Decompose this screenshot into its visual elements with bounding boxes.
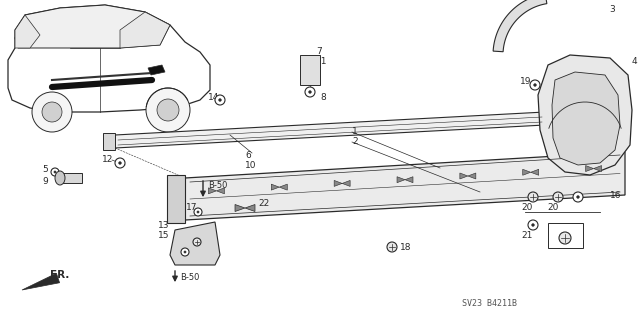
Text: 9: 9	[42, 176, 48, 186]
Text: 20: 20	[521, 203, 532, 211]
Circle shape	[532, 224, 534, 226]
Polygon shape	[235, 204, 245, 211]
Circle shape	[577, 196, 579, 198]
Polygon shape	[216, 188, 225, 194]
Polygon shape	[185, 152, 625, 220]
Polygon shape	[167, 175, 185, 223]
Circle shape	[51, 168, 59, 176]
Polygon shape	[15, 15, 40, 48]
Polygon shape	[460, 173, 468, 179]
Polygon shape	[493, 0, 547, 52]
Polygon shape	[523, 169, 531, 175]
Circle shape	[193, 238, 201, 246]
Polygon shape	[397, 177, 405, 183]
Polygon shape	[15, 5, 170, 48]
Polygon shape	[405, 177, 413, 183]
Circle shape	[215, 95, 225, 105]
Text: 12: 12	[102, 155, 113, 165]
Circle shape	[157, 99, 179, 121]
Text: 22: 22	[258, 199, 269, 209]
Circle shape	[184, 251, 186, 253]
Circle shape	[534, 84, 536, 86]
Text: 21: 21	[521, 231, 532, 240]
Text: 3: 3	[609, 5, 615, 14]
Text: SV23 B4211B: SV23 B4211B	[463, 299, 518, 308]
Text: 6: 6	[245, 151, 251, 160]
Circle shape	[387, 242, 397, 252]
Text: 8: 8	[320, 93, 326, 102]
Polygon shape	[342, 181, 350, 186]
Text: 17: 17	[186, 203, 198, 211]
Polygon shape	[103, 133, 115, 150]
Polygon shape	[593, 166, 602, 172]
Polygon shape	[120, 12, 170, 48]
FancyBboxPatch shape	[548, 223, 583, 248]
Circle shape	[528, 192, 538, 202]
Text: 18: 18	[400, 243, 412, 253]
Text: 15: 15	[158, 232, 170, 241]
Polygon shape	[468, 173, 476, 179]
Circle shape	[573, 192, 583, 202]
Text: 7: 7	[316, 48, 322, 56]
Polygon shape	[245, 204, 255, 211]
Text: 2: 2	[352, 137, 358, 146]
Polygon shape	[115, 112, 545, 148]
Text: 11: 11	[316, 57, 328, 66]
Circle shape	[181, 248, 189, 256]
Polygon shape	[531, 169, 539, 175]
Polygon shape	[279, 184, 287, 190]
Text: 4: 4	[632, 57, 637, 66]
Circle shape	[118, 162, 122, 164]
Circle shape	[197, 211, 199, 213]
Text: 1: 1	[352, 128, 358, 137]
Polygon shape	[334, 181, 342, 186]
Text: B-50: B-50	[208, 181, 227, 189]
Text: 16: 16	[610, 190, 621, 199]
Text: FR.: FR.	[50, 270, 69, 280]
Text: 21: 21	[548, 235, 559, 244]
Text: B-50: B-50	[180, 273, 200, 283]
Circle shape	[42, 102, 62, 122]
Text: 5: 5	[42, 166, 48, 174]
Polygon shape	[538, 55, 632, 175]
Polygon shape	[209, 188, 216, 194]
Polygon shape	[170, 222, 220, 265]
Circle shape	[32, 92, 72, 132]
Polygon shape	[8, 5, 210, 112]
Circle shape	[115, 158, 125, 168]
Circle shape	[194, 208, 202, 216]
Circle shape	[528, 220, 538, 230]
Text: 20: 20	[547, 203, 558, 211]
Text: 10: 10	[245, 160, 257, 169]
Ellipse shape	[55, 171, 65, 185]
Polygon shape	[271, 184, 279, 190]
Circle shape	[559, 232, 571, 244]
FancyBboxPatch shape	[300, 55, 320, 85]
Polygon shape	[22, 273, 60, 290]
Polygon shape	[552, 72, 620, 165]
Circle shape	[305, 87, 315, 97]
Text: 14: 14	[208, 93, 220, 101]
FancyBboxPatch shape	[60, 173, 82, 183]
Circle shape	[54, 171, 56, 173]
Text: 19: 19	[520, 78, 531, 86]
Circle shape	[219, 99, 221, 101]
Polygon shape	[586, 166, 593, 172]
Circle shape	[553, 192, 563, 202]
Circle shape	[146, 88, 190, 132]
Polygon shape	[148, 65, 165, 75]
Circle shape	[308, 91, 312, 93]
Text: 13: 13	[158, 220, 170, 229]
Circle shape	[530, 80, 540, 90]
